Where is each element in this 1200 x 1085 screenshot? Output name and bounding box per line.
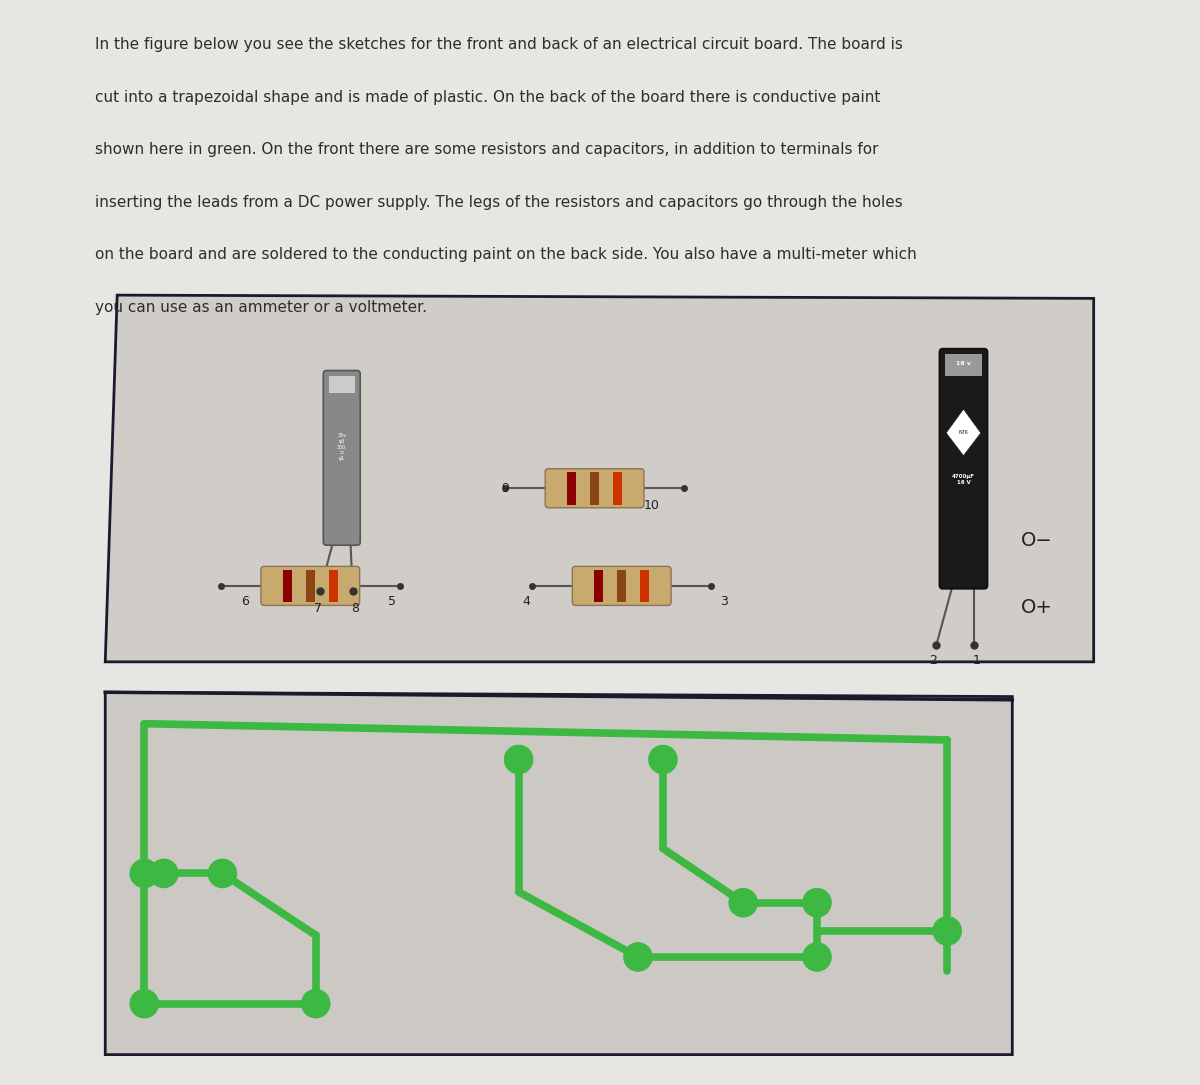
Text: 16 v: 16 v: [956, 360, 971, 366]
FancyBboxPatch shape: [545, 469, 644, 508]
Text: inserting the leads from a DC power supply. The legs of the resistors and capaci: inserting the leads from a DC power supp…: [96, 195, 904, 209]
Text: O−: O−: [1021, 531, 1052, 550]
Text: In the figure below you see the sketches for the front and back of an electrical: In the figure below you see the sketches…: [96, 37, 904, 52]
Text: 5: 5: [388, 595, 396, 608]
FancyBboxPatch shape: [323, 371, 360, 546]
Circle shape: [730, 889, 757, 917]
Bar: [283, 570, 292, 602]
Bar: [641, 570, 649, 602]
Circle shape: [649, 745, 677, 774]
Bar: [329, 376, 355, 394]
Circle shape: [301, 990, 330, 1018]
Bar: [617, 570, 626, 602]
Text: on the board and are soldered to the conducting paint on the back side. You also: on the board and are soldered to the con…: [96, 247, 917, 263]
Text: 10: 10: [644, 499, 660, 512]
Text: NTK: NTK: [959, 431, 968, 435]
Text: 6: 6: [241, 595, 250, 608]
Bar: [613, 472, 622, 505]
Text: 4: 4: [522, 595, 530, 608]
Circle shape: [803, 889, 832, 917]
Circle shape: [130, 859, 158, 888]
Text: 1: 1: [972, 653, 980, 666]
Bar: [590, 472, 599, 505]
Circle shape: [130, 990, 158, 1018]
Text: 3: 3: [720, 595, 727, 608]
Circle shape: [150, 859, 178, 888]
Circle shape: [504, 745, 533, 774]
Text: shown here in green. On the front there are some resistors and capacitors, in ad: shown here in green. On the front there …: [96, 142, 878, 157]
Text: 9: 9: [502, 482, 510, 495]
Text: 8: 8: [350, 601, 359, 614]
Bar: [594, 570, 602, 602]
Circle shape: [934, 917, 961, 945]
FancyBboxPatch shape: [260, 566, 360, 605]
Bar: [306, 570, 314, 602]
Polygon shape: [106, 692, 1013, 1055]
Circle shape: [209, 859, 236, 888]
Polygon shape: [106, 295, 1093, 662]
FancyBboxPatch shape: [940, 349, 988, 588]
Text: 7: 7: [314, 601, 322, 614]
Text: 4700μF
16 V: 4700μF 16 V: [952, 474, 974, 485]
Bar: [946, 354, 982, 376]
Text: cut into a trapezoidal shape and is made of plastic. On the back of the board th: cut into a trapezoidal shape and is made…: [96, 90, 881, 104]
Polygon shape: [946, 409, 980, 456]
Circle shape: [624, 943, 652, 971]
Bar: [568, 472, 576, 505]
Circle shape: [803, 943, 832, 971]
Text: 35v
φ3
300
⊃
φ1: 35v φ3 300 ⊃ φ1: [337, 433, 347, 461]
Text: you can use as an ammeter or a voltmeter.: you can use as an ammeter or a voltmeter…: [96, 299, 427, 315]
FancyBboxPatch shape: [572, 566, 671, 605]
Text: O+: O+: [1021, 598, 1052, 617]
Bar: [329, 570, 337, 602]
Text: 2: 2: [929, 653, 937, 666]
